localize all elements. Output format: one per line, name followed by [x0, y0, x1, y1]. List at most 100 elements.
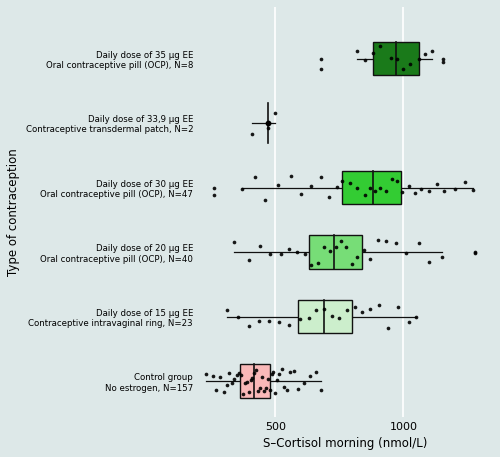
Point — [244, 389, 252, 396]
Point — [368, 49, 376, 57]
Point — [318, 66, 326, 73]
Point — [333, 183, 341, 191]
Point — [260, 387, 268, 394]
Point — [318, 174, 326, 181]
Point — [366, 184, 374, 191]
Point — [254, 317, 262, 324]
Point — [226, 370, 234, 377]
Point — [374, 237, 382, 244]
Point — [372, 187, 380, 195]
Point — [244, 257, 252, 264]
Point — [246, 377, 254, 384]
Point — [366, 255, 374, 262]
Point — [354, 185, 362, 192]
Point — [376, 185, 384, 192]
Point — [393, 177, 401, 185]
Point — [278, 366, 286, 373]
Point — [275, 318, 283, 325]
Point — [432, 180, 440, 187]
Point — [361, 57, 369, 64]
Point — [212, 387, 220, 394]
Point — [338, 178, 346, 185]
Point — [439, 55, 447, 62]
Point — [320, 243, 328, 250]
Point — [248, 131, 256, 138]
Point — [250, 369, 258, 377]
Point — [471, 249, 479, 256]
Point — [272, 109, 280, 116]
Point — [428, 47, 436, 54]
Point — [301, 250, 309, 258]
Point — [415, 55, 423, 62]
Point — [354, 253, 362, 260]
Point — [248, 375, 256, 382]
Point — [237, 371, 245, 378]
Point — [314, 259, 322, 266]
Point — [222, 307, 230, 314]
Point — [336, 314, 344, 321]
Point — [222, 381, 230, 388]
Point — [307, 183, 315, 190]
Bar — [240, 364, 270, 398]
Point — [268, 370, 276, 377]
Point — [346, 180, 354, 187]
Point — [286, 245, 294, 252]
Point — [283, 386, 291, 393]
Y-axis label: Type of contraception: Type of contraception — [7, 148, 20, 276]
Point — [358, 308, 366, 316]
Point — [326, 248, 334, 255]
Point — [251, 173, 259, 180]
Point — [233, 372, 241, 379]
Point — [264, 125, 272, 132]
Point — [375, 302, 383, 309]
Point — [235, 369, 243, 377]
Point — [258, 373, 266, 381]
Bar — [342, 171, 401, 204]
Point — [234, 314, 242, 321]
Point — [320, 305, 328, 313]
Point — [438, 253, 446, 260]
Point — [461, 178, 469, 186]
Point — [293, 248, 301, 255]
Point — [274, 377, 281, 384]
Point — [296, 315, 304, 323]
Point — [238, 185, 246, 192]
Point — [242, 378, 250, 386]
Point — [287, 172, 295, 180]
Point — [210, 191, 218, 198]
Point — [439, 58, 447, 65]
Point — [404, 182, 412, 189]
Point — [210, 184, 218, 191]
Point — [361, 191, 369, 199]
Point — [382, 187, 390, 195]
Point — [394, 303, 402, 311]
Point — [343, 306, 351, 313]
Point — [300, 379, 308, 386]
Point — [398, 189, 406, 196]
Point — [411, 190, 419, 197]
Point — [290, 367, 298, 374]
Point — [239, 390, 247, 398]
Point — [266, 386, 274, 393]
Point — [202, 370, 210, 377]
Point — [276, 370, 283, 377]
Point — [270, 368, 278, 376]
Point — [286, 368, 294, 375]
Point — [332, 244, 340, 251]
Point — [406, 61, 414, 68]
Point — [230, 375, 238, 382]
Point — [312, 306, 320, 314]
Point — [265, 318, 273, 325]
Point — [360, 246, 368, 254]
Point — [312, 369, 320, 376]
Point — [318, 55, 326, 62]
Point — [230, 238, 238, 245]
Point — [351, 303, 359, 310]
Point — [280, 383, 288, 391]
Point — [421, 50, 429, 58]
Point — [384, 324, 392, 332]
Point — [402, 249, 410, 256]
Point — [216, 373, 224, 381]
Point — [392, 239, 400, 247]
Point — [304, 314, 312, 322]
